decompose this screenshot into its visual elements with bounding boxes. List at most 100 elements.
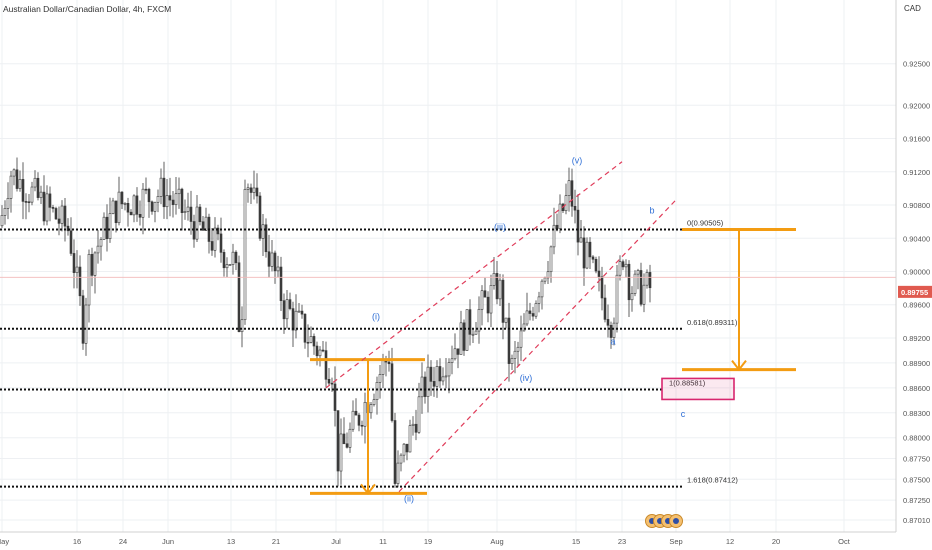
candle [591, 255, 595, 264]
candle-body [573, 205, 577, 211]
candle [387, 350, 391, 372]
candle-body [381, 360, 385, 375]
x-tick-label: 23 [618, 537, 626, 546]
candle [543, 276, 547, 285]
candle-body [288, 299, 292, 309]
candle [486, 291, 490, 323]
x-axis: May 16 24 Jun 13 21 Jul 11 19 Aug 15 23 Sep 12 20 Oct [0, 531, 896, 546]
candle-body [60, 205, 64, 224]
candle [393, 412, 397, 488]
candle-body [537, 296, 541, 304]
candle [210, 227, 214, 256]
candle-body [21, 179, 25, 202]
candle [573, 189, 577, 224]
candle [525, 292, 529, 327]
candle-body [468, 309, 472, 335]
y-tick-label: 0.87250 [903, 496, 930, 505]
candle-body [96, 245, 100, 254]
candle-body [588, 241, 592, 258]
candle-body [309, 336, 313, 343]
candle [111, 197, 115, 215]
candle-body [603, 297, 607, 320]
candle-body [351, 410, 355, 430]
candle [228, 264, 232, 266]
y-tick-label: 0.92500 [903, 60, 930, 69]
candle-body [393, 420, 397, 484]
candle-body [378, 374, 382, 383]
candle-body [414, 423, 418, 433]
candle [96, 230, 100, 264]
candle [324, 341, 328, 388]
candle [240, 306, 244, 348]
candle [528, 302, 532, 321]
candle-body [552, 224, 556, 248]
candle [81, 289, 85, 350]
price-tag-value: 0.89755 [901, 288, 928, 297]
candle [576, 194, 580, 256]
candle [171, 190, 175, 218]
candle [219, 217, 223, 263]
x-tick-label: Jul [331, 537, 341, 546]
candle [498, 273, 502, 306]
candle [447, 358, 451, 394]
candle [252, 170, 256, 200]
candle-body [360, 424, 364, 427]
candle [93, 251, 97, 294]
candle-body [297, 310, 301, 313]
candle [285, 289, 289, 329]
candle [480, 285, 484, 326]
candle-body [540, 280, 544, 298]
x-tick-label: Jun [162, 537, 174, 546]
candle [612, 317, 616, 346]
current-price-tag: 0.89755 [898, 285, 932, 298]
candle-body [609, 324, 613, 338]
candle-body [222, 252, 226, 269]
candle-body [189, 206, 193, 222]
candle [216, 224, 220, 241]
candle [117, 176, 121, 226]
candle [297, 303, 301, 313]
candle [180, 187, 184, 231]
candle-body [123, 203, 127, 205]
candle [201, 215, 205, 231]
grid [0, 0, 896, 532]
candle [267, 234, 271, 278]
candle-body [390, 363, 394, 421]
candle-body [576, 209, 580, 243]
candle [87, 249, 91, 323]
candle [105, 204, 109, 252]
candle-body [219, 233, 223, 253]
candle-body [531, 313, 535, 317]
candle-body [144, 188, 148, 191]
candle-body [372, 399, 376, 405]
candle-body [624, 263, 628, 268]
candle-body [402, 443, 406, 456]
candle [489, 274, 493, 328]
candle-body [126, 203, 130, 213]
candle [306, 324, 310, 358]
candle-body [564, 195, 568, 212]
candle-body [30, 186, 34, 203]
event-marker-icon-center [673, 518, 679, 524]
y-tick-label: 0.88600 [903, 384, 930, 393]
candle [255, 173, 259, 204]
candle [120, 191, 124, 210]
candle-body [501, 279, 505, 323]
candle [276, 255, 280, 277]
candle [405, 443, 409, 461]
candle-body [411, 423, 415, 426]
target-zone-box [661, 377, 735, 401]
candle-body [213, 227, 217, 251]
candle-body [480, 290, 484, 310]
candle [6, 182, 10, 220]
projection-arrow-head [731, 359, 747, 372]
candle [546, 260, 550, 284]
candle-body [255, 187, 259, 197]
candle-body [477, 308, 481, 332]
candle [336, 410, 340, 487]
candle [12, 168, 16, 186]
candle-body [513, 350, 517, 359]
